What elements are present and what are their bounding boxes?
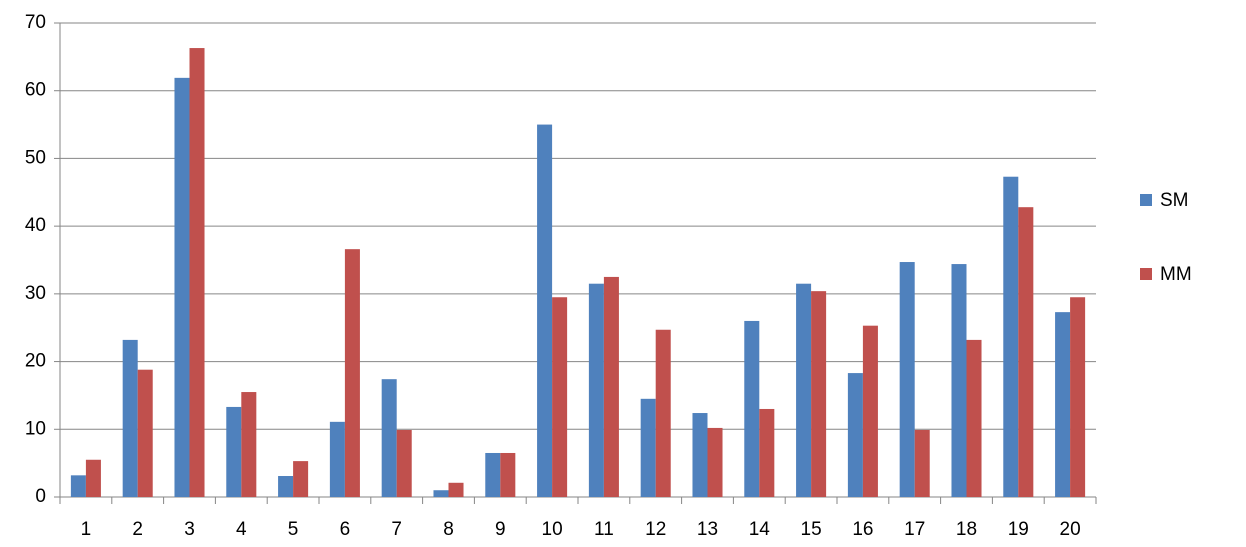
x-tick-label: 2 (132, 519, 143, 540)
legend-label: SM (1160, 190, 1189, 211)
bar (344, 249, 360, 497)
x-tick-label: 8 (443, 519, 454, 540)
x-tick-label: 6 (340, 519, 351, 540)
bar (588, 283, 604, 497)
bar (1055, 312, 1071, 497)
x-tick-label: 4 (236, 519, 247, 540)
x-tick-label: 5 (288, 519, 299, 540)
x-tick-label: 3 (184, 519, 195, 540)
bar (537, 124, 553, 498)
y-tick-label: 40 (25, 215, 46, 236)
bar (174, 77, 190, 497)
bar (796, 283, 812, 497)
bar (70, 475, 86, 497)
x-tick-label: 13 (697, 519, 718, 540)
x-tick-label: 11 (594, 519, 614, 540)
y-tick-label: 50 (25, 147, 46, 168)
legend-swatch (1140, 268, 1152, 280)
bar (1070, 297, 1086, 497)
bar (500, 452, 516, 497)
y-tick-label: 60 (25, 80, 46, 101)
bar (448, 482, 464, 497)
x-tick-label: 10 (542, 519, 563, 540)
bar (862, 325, 878, 497)
legend-swatch (1140, 194, 1152, 206)
bar (1018, 207, 1034, 497)
x-tick-label: 14 (749, 519, 771, 540)
bar (603, 276, 619, 497)
bar (552, 297, 568, 497)
bar (759, 408, 775, 497)
x-tick-label: 20 (1060, 519, 1081, 540)
x-tick-label: 7 (391, 519, 402, 540)
bar (640, 398, 656, 497)
legend-label: MM (1160, 264, 1192, 285)
bar (692, 413, 708, 497)
y-tick-label: 20 (25, 351, 46, 372)
bar (226, 406, 242, 497)
x-tick-label: 19 (1008, 519, 1029, 540)
bar (381, 379, 397, 497)
bar (122, 339, 138, 497)
bar (655, 329, 671, 497)
x-tick-label: 15 (801, 519, 822, 540)
bar (241, 392, 257, 497)
bar (914, 429, 930, 497)
y-tick-label: 10 (25, 418, 46, 439)
bar (485, 452, 501, 497)
bar (1003, 176, 1019, 497)
bar (951, 264, 967, 497)
x-tick-label: 9 (495, 519, 506, 540)
bar (293, 461, 309, 497)
y-tick-label: 0 (35, 486, 46, 507)
x-tick-label: 16 (852, 519, 873, 540)
bar (85, 459, 101, 497)
bar (847, 373, 863, 497)
bar (278, 476, 294, 497)
x-tick-label: 17 (904, 519, 925, 540)
bar (811, 291, 827, 497)
bar (966, 339, 982, 497)
y-tick-label: 30 (25, 283, 46, 304)
bar (899, 262, 915, 497)
bar (433, 490, 449, 497)
bar (137, 369, 153, 497)
x-tick-label: 12 (645, 519, 666, 540)
x-tick-label: 1 (81, 519, 92, 540)
x-tick-label: 18 (956, 519, 977, 540)
y-tick-label: 70 (25, 12, 46, 33)
bar (329, 421, 345, 497)
bar (396, 429, 412, 497)
bar (189, 48, 205, 497)
bar (744, 320, 760, 497)
bar (707, 427, 723, 497)
